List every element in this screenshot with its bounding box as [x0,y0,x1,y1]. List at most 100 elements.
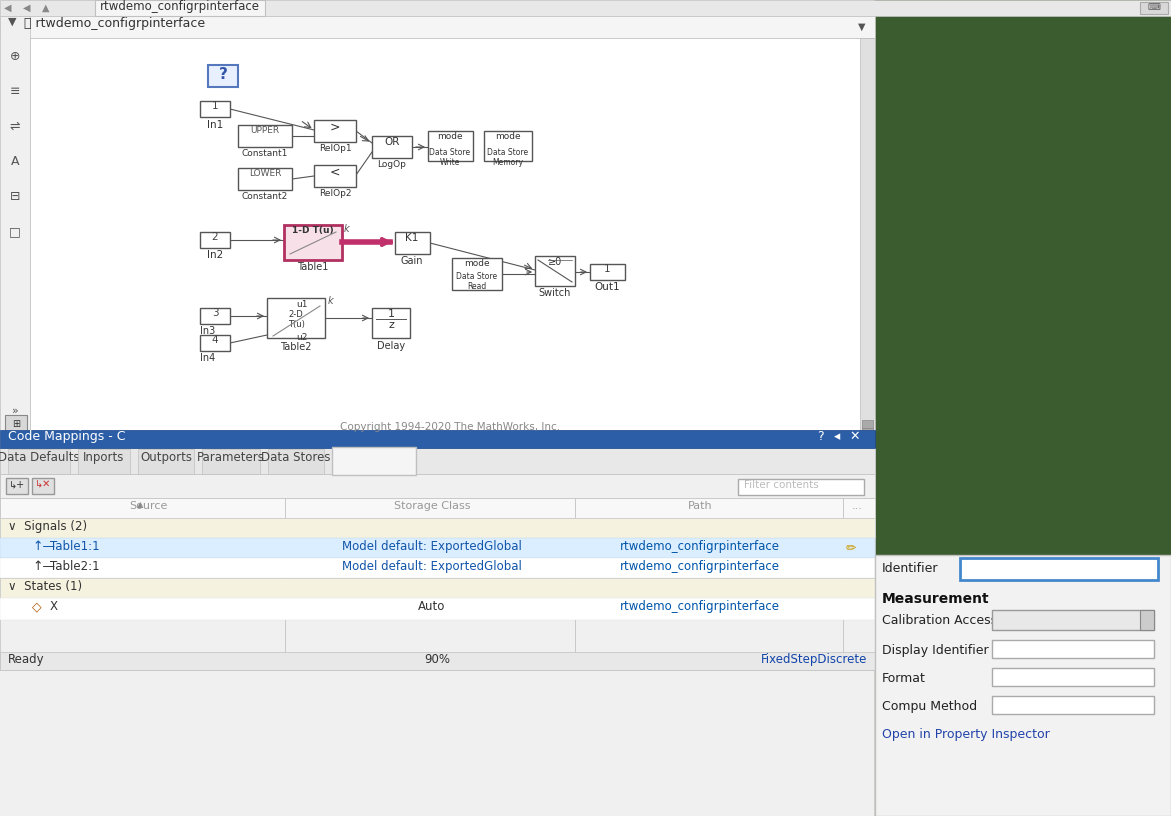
Bar [200,232,230,248]
Text: Table2:1: Table2:1 [50,560,100,573]
Text: Gain: Gain [400,256,423,266]
Text: Open in Property Inspector: Open in Property Inspector [882,728,1049,741]
Text: Identifier: Identifier [882,562,938,575]
Bar [268,449,324,474]
Bar [992,668,1153,686]
Text: In2: In2 [207,250,224,260]
Text: ↳+: ↳+ [9,479,25,489]
Bar [138,449,194,474]
Text: ▼: ▼ [858,22,865,32]
Bar [200,308,230,324]
Text: ≥0: ≥0 [548,257,562,267]
Text: Table2: Table2 [280,342,311,352]
Text: Write: Write [440,158,460,167]
Text: ⊕: ⊕ [9,50,20,63]
Bar [0,598,875,620]
Text: ⊟: ⊟ [9,190,20,203]
Text: ⇌: ⇌ [9,120,20,133]
Bar [0,448,875,474]
Bar [992,696,1153,714]
Text: Format: Format [882,672,926,685]
Text: Inports: Inports [83,451,124,464]
Text: Ready: Ready [8,653,44,666]
Text: mode: mode [464,259,489,268]
Text: rtwdemo_configrpinterface: rtwdemo_configrpinterface [619,600,780,613]
Text: In1: In1 [207,120,224,130]
Text: mode: mode [437,132,463,141]
Text: ↑—: ↑— [32,540,55,553]
Bar [267,298,326,338]
Bar [992,610,1153,630]
Text: Constant2: Constant2 [242,192,288,201]
Bar [395,232,430,254]
Text: 1-D T(u): 1-D T(u) [293,226,334,235]
Text: Compu Method: Compu Method [882,700,977,713]
Text: ▼: ▼ [1144,615,1150,624]
Bar [0,16,30,430]
Bar [30,38,875,430]
Text: Code Mappings - C: Code Mappings - C [8,430,125,443]
Text: ✏: ✏ [845,543,856,556]
Text: LogOp: LogOp [377,160,406,169]
Text: Table1: Table1 [297,262,329,272]
Bar [862,420,874,428]
Text: Signals/States: Signals/States [333,449,416,462]
Text: ↑—: ↑— [32,560,55,573]
Text: □: □ [9,225,21,238]
Bar [452,258,502,290]
Text: K1: K1 [405,233,419,243]
Bar [78,449,130,474]
Text: RelOp2: RelOp2 [319,189,351,198]
Text: Storage Class: Storage Class [393,501,471,511]
Bar [314,165,356,187]
Text: Model default: ExportedGlobal: Model default: ExportedGlobal [342,560,522,573]
Text: rtwdemo_configrpinterface: rtwdemo_configrpinterface [100,0,260,13]
Text: OR: OR [384,137,399,147]
Text: LOWER: LOWER [248,169,281,178]
Text: ∨  Signals (2): ∨ Signals (2) [8,520,87,533]
Text: 1: 1 [388,309,395,319]
Bar [285,225,342,260]
Bar [992,640,1153,658]
Text: rtwdemo_configrpinterface: rtwdemo_configrpinterface [619,540,780,553]
Text: mode: mode [495,132,521,141]
Text: A: A [11,155,19,168]
Text: Memory: Memory [493,158,523,167]
Text: Filter contents: Filter contents [744,480,819,490]
Bar [0,652,875,670]
Text: ◇: ◇ [32,600,42,613]
Bar [875,555,1171,816]
Bar [203,449,260,474]
Bar [0,578,875,598]
Bar [875,0,1171,816]
Text: ✕: ✕ [850,430,861,443]
Text: ▲: ▲ [137,500,143,509]
Text: T(u): T(u) [288,320,304,329]
Bar [0,0,1171,16]
Text: »: » [12,406,19,416]
Text: Data Store: Data Store [487,148,528,157]
Bar [590,264,625,280]
Bar [200,101,230,117]
Text: Path: Path [687,501,712,511]
Text: UPPER: UPPER [251,126,280,135]
Text: ◀: ◀ [23,3,30,13]
Text: k: k [328,296,334,306]
Text: Data Store: Data Store [430,148,471,157]
Bar [200,335,230,351]
Text: ?: ? [816,430,823,443]
Bar [0,498,875,518]
Text: Constant1: Constant1 [242,149,288,158]
Text: Source: Source [129,501,167,511]
Bar [238,125,292,147]
Text: u1: u1 [296,300,308,309]
Text: ↳✕: ↳✕ [35,479,52,489]
Text: dout_Table1|: dout_Table1| [965,560,1045,573]
Text: Delay: Delay [377,341,405,351]
Bar [0,518,875,538]
Bar [95,0,265,16]
Bar [862,428,874,432]
Bar [0,430,875,448]
Bar [0,474,875,498]
Bar [535,256,575,286]
